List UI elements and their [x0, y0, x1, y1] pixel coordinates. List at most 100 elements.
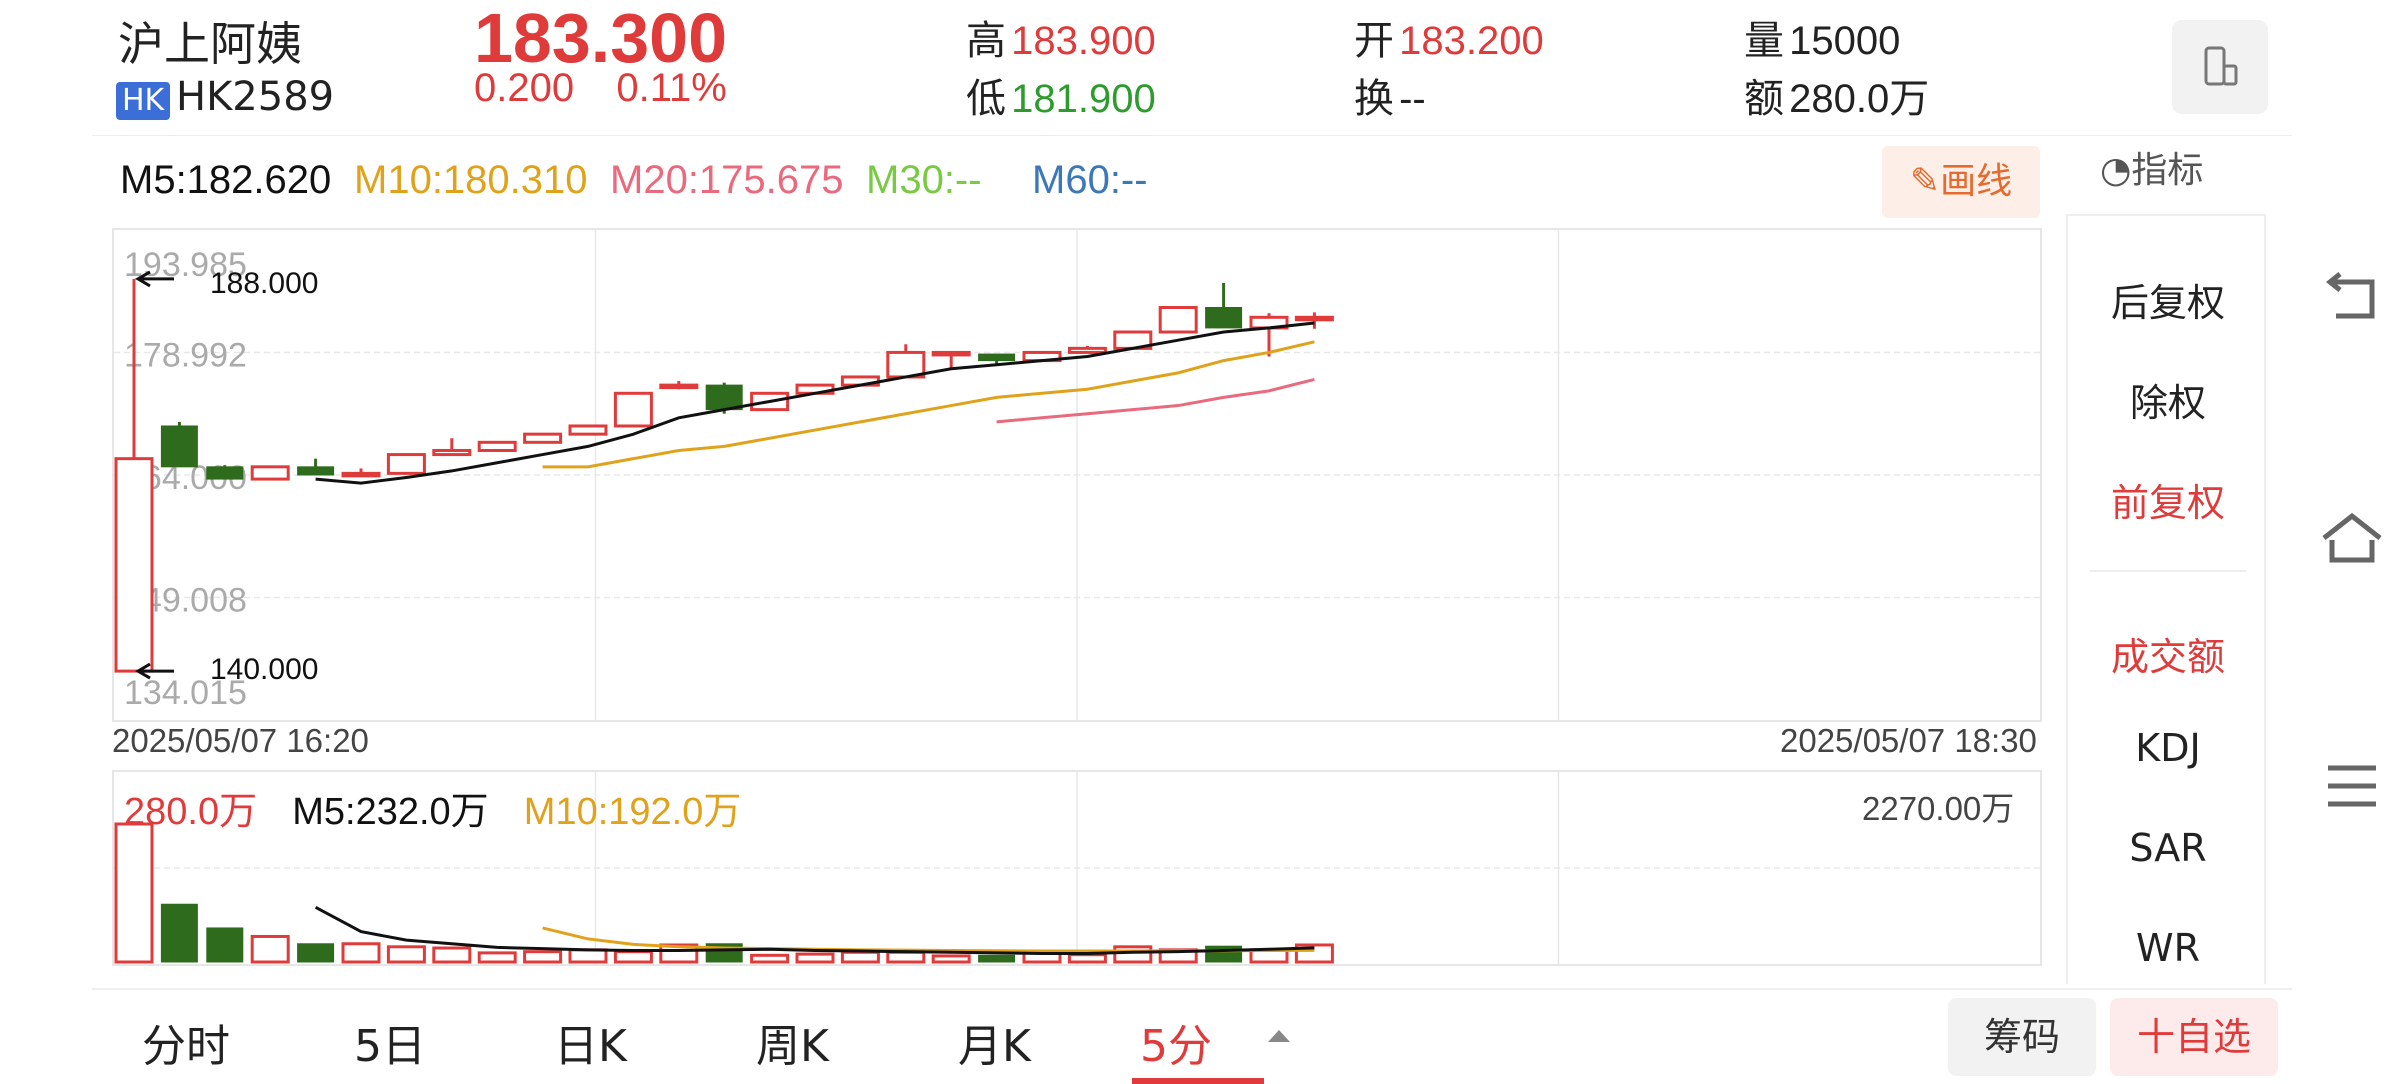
min-price-arrow [135, 662, 174, 680]
open-value: 183.200 [1399, 19, 1544, 63]
low-value: 181.900 [1011, 77, 1156, 121]
candle-body [931, 350, 971, 357]
rotate-screen-button[interactable] [2172, 20, 2268, 114]
y-tick-label: 178.992 [124, 337, 247, 375]
candle-body [568, 424, 608, 436]
candle-body [160, 425, 198, 468]
candle-body [613, 391, 653, 428]
phone-landscape-icon [2204, 46, 2238, 86]
current-price: 183.300 [474, 0, 728, 77]
ma10-label: M10:180.310 [354, 158, 588, 202]
header-divider [92, 135, 2292, 136]
candle-body [114, 457, 154, 673]
volume-m5: M5:232.0万 [292, 791, 489, 833]
adjust-menu: 后复权 除权 前复权 成交额 KDJ SAR WR [2066, 214, 2266, 984]
high-value: 183.900 [1011, 19, 1156, 63]
volume-current: 280.0万 [124, 791, 258, 833]
volume-bar [1205, 945, 1243, 963]
candle-body [1158, 305, 1198, 334]
menu-button[interactable] [2316, 750, 2388, 822]
menu-item-amount[interactable]: 成交额 [2110, 635, 2225, 679]
menu-item-ex-rights[interactable]: 除权 [2129, 381, 2206, 425]
open-label: 开 [1354, 18, 1394, 64]
high-quote: 高 183.900 [966, 8, 1156, 66]
tab-5day[interactable]: 5日 [354, 1021, 426, 1072]
volume-bar [250, 934, 290, 964]
volume-chart[interactable] [112, 770, 2042, 966]
add-favorite-button[interactable]: 十自选 [2110, 998, 2278, 1076]
back-arrow-icon [2325, 272, 2375, 319]
candle-body [1067, 346, 1107, 354]
tab-weekly-k[interactable]: 周K [756, 1021, 829, 1072]
volume-ma10-line [542, 926, 1315, 953]
candle-body [1294, 315, 1334, 322]
turnover-label: 换 [1354, 76, 1394, 122]
chip-distribution-button[interactable]: 筹码 [1948, 998, 2096, 1076]
candlestick-chart[interactable]: 193.985 178.992 164.000 149.008 134.015 188.0… [112, 228, 2042, 722]
candle-body [978, 353, 1016, 362]
volume-quote: 量 15000 [1744, 8, 1900, 66]
indicator-button[interactable]: ◔指标 [2100, 146, 2203, 196]
menu-item-forward-adjust[interactable]: 前复权 [2110, 481, 2225, 525]
volume-bar [160, 903, 198, 963]
low-label: 低 [966, 76, 1006, 122]
ma60-label: M60:-- [1032, 158, 1148, 202]
volume-value: 15000 [1789, 19, 1901, 63]
candle-body [250, 465, 290, 481]
active-tab-indicator [1132, 1078, 1264, 1084]
volume-bar [206, 927, 244, 963]
open-quote: 开 183.200 [1354, 8, 1544, 66]
candle-body [477, 440, 517, 452]
volume-bar [114, 822, 154, 964]
volume-bar [341, 942, 381, 964]
menu-item-backward-adjust[interactable]: 后复权 [2110, 281, 2225, 325]
menu-icon [2328, 765, 2376, 807]
volume-bar [931, 954, 971, 964]
volume-legend: 280.0万 M5:232.0万 M10:192.0万 [124, 780, 741, 835]
ma30-label: M30:-- [866, 158, 982, 202]
volume-bar [386, 945, 426, 964]
back-button[interactable] [2316, 262, 2388, 334]
draw-line-button[interactable]: ✎画线 [1882, 146, 2040, 218]
chart-end-date: 2025/05/07 18:30 [1780, 722, 2037, 759]
candlestick-svg: 193.985178.992164.000149.008134.015188.0… [114, 230, 2040, 720]
tab-monthly-k[interactable]: 月K [958, 1021, 1031, 1072]
volume-m10: M10:192.0万 [523, 791, 742, 833]
caret-up-icon[interactable] [1264, 1026, 1294, 1050]
change-percent: 0.11% [616, 66, 727, 110]
stock-name: 沪上阿姨 [118, 17, 302, 71]
volume-bar [477, 951, 517, 964]
max-price-arrow [135, 270, 174, 288]
ma5-line [315, 321, 1315, 485]
high-label: 高 [966, 18, 1006, 64]
draw-line-label: 画线 [1940, 161, 2013, 202]
volume-bar [978, 954, 1016, 963]
turnover-value: -- [1399, 77, 1426, 121]
tab-5min[interactable]: 5分 [1140, 1021, 1212, 1072]
volume-ma5-line [314, 905, 1315, 955]
tab-intraday[interactable]: 分时 [142, 1021, 230, 1072]
menu-separator [2090, 570, 2246, 572]
ma20-label: M20:175.675 [610, 158, 844, 202]
candle-body [1205, 306, 1243, 329]
menu-item-wr[interactable]: WR [2136, 926, 2200, 970]
y-tick-label: 134.015 [124, 674, 247, 712]
indicator-label: 指标 [2131, 150, 2204, 191]
home-icon [2322, 512, 2382, 563]
amount-label: 额 [1744, 76, 1784, 122]
candle-body [659, 383, 699, 390]
volume-bar [523, 950, 563, 964]
menu-item-kdj[interactable]: KDJ [2135, 726, 2201, 770]
gauge-icon: ◔ [2100, 150, 2132, 191]
volume-bar [1113, 945, 1153, 964]
candle-body [432, 448, 472, 457]
menu-item-sar[interactable]: SAR [2129, 826, 2207, 870]
volume-bar [1067, 953, 1107, 964]
volume-max: 2270.00万 [1862, 790, 2015, 827]
ma10-line [542, 340, 1315, 469]
home-button[interactable] [2316, 502, 2388, 574]
min-price-label: 140.000 [210, 653, 318, 686]
amount-quote: 额 280.0万 [1744, 66, 1929, 124]
tab-daily-k[interactable]: 日K [554, 1021, 627, 1072]
candle-body [705, 384, 743, 411]
